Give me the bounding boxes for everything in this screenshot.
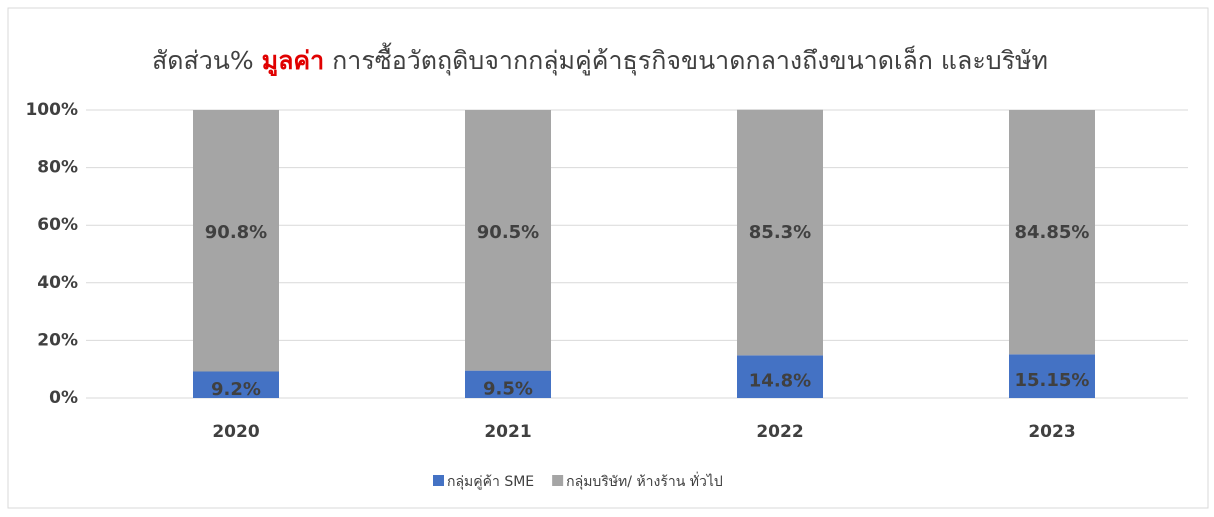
y-tick-label: 20% (37, 330, 78, 350)
y-tick-label: 60% (37, 215, 78, 235)
data-label: 85.3% (749, 222, 811, 243)
title-part: สัดส่วน% (152, 46, 254, 75)
bar-segment (465, 370, 551, 398)
legend-swatch (433, 475, 444, 486)
bar-segment (193, 110, 279, 372)
legend-swatch (552, 475, 564, 486)
x-tick-label: 2020 (212, 422, 259, 442)
y-tick-label: 0% (49, 388, 78, 408)
title-part: การซื้อวัตถุดิบจากกลุ่มคู่ค้าธุรกิจขนาดก… (332, 42, 1048, 76)
y-tick-label: 80% (37, 158, 78, 178)
y-tick-label: 100% (25, 100, 78, 120)
data-label: 9.5% (483, 378, 533, 399)
bar-segment (737, 109, 823, 356)
y-tick-label: 40% (37, 273, 78, 293)
data-label: 15.15% (1015, 370, 1090, 391)
bar-segment (1009, 354, 1095, 398)
data-label: 84.85% (1015, 222, 1090, 243)
bar-segment (737, 355, 823, 398)
legend-label: กลุ่มบริษัท/ ห้างร้าน ทั่วไป (566, 472, 723, 490)
bar-segment (465, 110, 551, 371)
bar-segment (1009, 110, 1095, 355)
legend-label: กลุ่มคู่ค้า SME (447, 474, 534, 490)
data-label: 90.8% (205, 222, 267, 243)
x-tick-label: 2023 (1028, 422, 1075, 442)
x-tick-label: 2022 (756, 422, 803, 442)
x-tick-label: 2021 (484, 422, 531, 442)
bar-segment (193, 371, 279, 398)
data-label: 14.8% (749, 371, 811, 392)
chart-title: สัดส่วน% มูลค่า การซื้อวัตถุดิบจากกลุ่มคู่… (152, 42, 1048, 77)
title-part: มูลค่า (262, 46, 325, 77)
data-label: 90.5% (477, 222, 539, 243)
data-label: 9.2% (211, 379, 261, 400)
